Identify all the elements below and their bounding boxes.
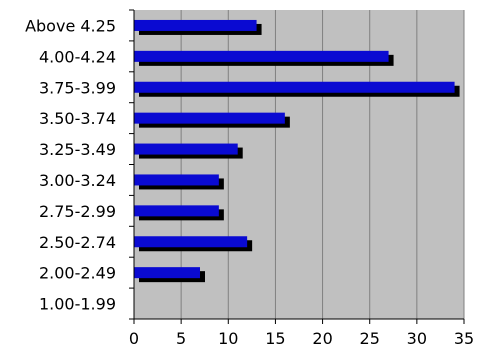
bar [134, 174, 219, 186]
category-label: 4.00-4.24 [39, 47, 116, 66]
category-label: 1.00-1.99 [39, 295, 116, 314]
category-label: 3.25-3.49 [39, 140, 116, 159]
bar [134, 81, 455, 93]
bar [134, 19, 257, 31]
category-label: 3.75-3.99 [39, 78, 116, 97]
category-label: 2.00-2.49 [39, 264, 116, 283]
bar [134, 267, 200, 279]
category-label: 2.50-2.74 [39, 233, 116, 252]
category-label: 3.50-3.74 [39, 109, 116, 128]
category-label: 3.00-3.24 [39, 171, 116, 190]
category-label: Above 4.25 [25, 16, 116, 35]
x-tick-label: 20 [312, 329, 332, 348]
bar [134, 236, 248, 248]
bars [134, 19, 460, 283]
x-tick-label: 30 [407, 329, 427, 348]
x-tick-labels: 0 5 10 15 20 25 30 35 [129, 329, 474, 348]
axes [129, 9, 465, 324]
bar [134, 112, 285, 124]
category-label: 2.75-2.99 [39, 202, 116, 221]
x-tick-label: 35 [454, 329, 474, 348]
bar [134, 205, 219, 217]
x-tick-label: 5 [176, 329, 186, 348]
x-tick-label: 25 [360, 329, 380, 348]
x-tick-label: 10 [218, 329, 238, 348]
category-labels: Above 4.25 4.00-4.24 3.75-3.99 3.50-3.74 3.2… [25, 16, 116, 313]
bar [134, 50, 389, 62]
bar [134, 143, 238, 155]
x-tick-label: 15 [265, 329, 285, 348]
x-tick-label: 0 [129, 329, 139, 348]
